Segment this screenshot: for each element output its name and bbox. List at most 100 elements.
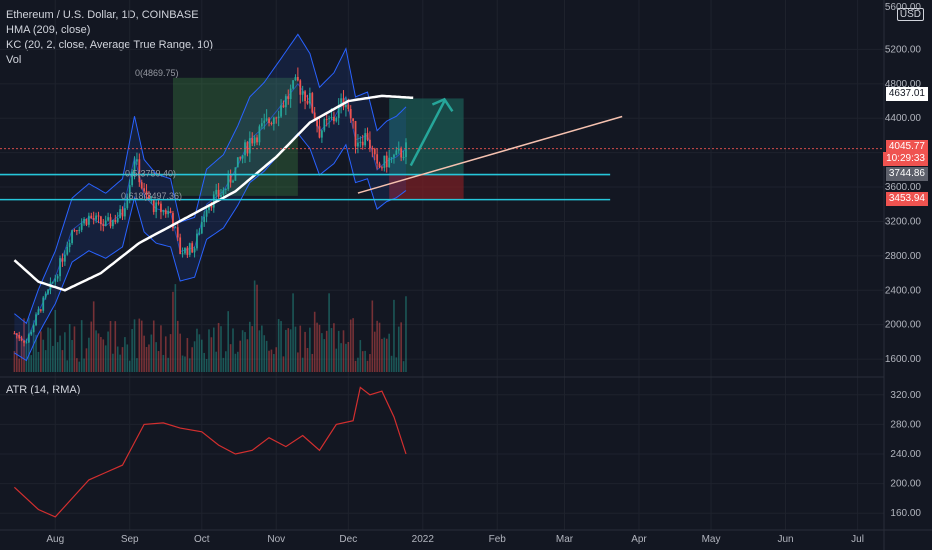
y-tick-label: 2000.00 [885, 320, 922, 331]
candle-body [71, 230, 73, 244]
candle-body [246, 142, 249, 154]
atr-y-tick-label: 240.00 [890, 449, 921, 460]
candle-body [400, 148, 403, 158]
candle-body [251, 138, 254, 144]
candle-body [164, 210, 167, 215]
x-tick-label: Feb [489, 534, 507, 545]
symbol-title: Ethereum / U.S. Dollar, 1D, COINBASE [6, 9, 199, 21]
candle-body [284, 96, 287, 108]
volume-bar [249, 321, 251, 372]
candle-body [25, 342, 28, 344]
candle-body [32, 325, 35, 333]
candle-body [121, 209, 124, 217]
candle-body [405, 142, 407, 157]
volume-bar [246, 339, 249, 372]
candle-body [176, 227, 179, 238]
candle-body [114, 220, 117, 223]
grid [0, 0, 884, 530]
candle-body [354, 121, 357, 147]
volume-bar [164, 336, 167, 372]
candle-body [73, 230, 76, 232]
volume-bar [364, 350, 366, 372]
volume-bar [114, 321, 117, 372]
candle-body [155, 202, 158, 212]
volume-bar [61, 350, 64, 372]
x-tick-label: Aug [46, 534, 64, 545]
hma-legend[interactable]: HMA (209, close) [6, 24, 91, 36]
candle-body [224, 188, 227, 190]
candle-body [253, 137, 256, 144]
volume-bar [330, 328, 333, 372]
candle-body [61, 258, 64, 262]
candle-body [239, 157, 242, 159]
volume-bar [100, 337, 102, 372]
candle-body [148, 195, 150, 200]
volume-bar [200, 339, 203, 372]
trend-line [357, 115, 623, 194]
volume-bar [400, 322, 402, 372]
candle-body [172, 213, 174, 229]
vol-legend[interactable]: Vol [6, 54, 22, 66]
atr-legend[interactable]: ATR (14, RMA) [6, 384, 81, 396]
volume-bar [316, 322, 318, 372]
volume-bar [64, 332, 66, 372]
volume-bar [136, 358, 138, 372]
volume-bar [337, 330, 340, 372]
candle-body [369, 139, 371, 149]
volume-bar [383, 337, 386, 372]
volume-bar [172, 291, 174, 372]
volume-bar [28, 317, 30, 372]
candle-body [330, 117, 333, 119]
candle-body [124, 208, 126, 217]
candle-body [66, 246, 69, 255]
candle-body [75, 230, 78, 232]
atr-series [13, 386, 407, 518]
currency-button[interactable]: USD [896, 8, 924, 21]
volume-bar [155, 342, 157, 372]
volume-bar [85, 348, 88, 372]
volume-bar [251, 326, 254, 372]
volume-bar [186, 338, 189, 372]
y-tick-label: 5200.00 [885, 44, 922, 55]
volume-bar [352, 318, 354, 372]
candle-body [248, 138, 251, 154]
candle-body [90, 215, 93, 218]
kc-legend[interactable]: KC (20, 2, close, Average True Range, 10… [6, 39, 214, 51]
hma-line [13, 94, 414, 292]
candle-body [306, 100, 309, 104]
candle-body [157, 202, 160, 204]
volume-bar [306, 348, 309, 372]
y-tick-label: 1600.00 [885, 354, 922, 365]
candle-body [102, 224, 105, 227]
candle-body [179, 237, 182, 254]
candle-body [333, 117, 335, 122]
volume-bar [140, 320, 143, 372]
candle-body [275, 117, 278, 119]
x-tick-label: Jun [777, 534, 793, 545]
volume-bar [35, 334, 37, 372]
candle-body [140, 182, 143, 189]
volume-bar [232, 328, 234, 372]
candle-body [345, 104, 347, 108]
candle-body [160, 203, 162, 213]
candle-body [13, 333, 16, 335]
candle-body [320, 130, 323, 138]
volume-bar [265, 340, 268, 372]
volume-bar [287, 328, 290, 372]
candle-body [112, 220, 114, 227]
candle-body [162, 210, 165, 213]
volume-bar [40, 331, 42, 372]
candle-body [325, 119, 328, 121]
volume-bar [385, 338, 388, 372]
volume-bar [88, 337, 90, 372]
candle-body [136, 159, 138, 162]
candle-body [54, 278, 57, 282]
candle-body [385, 155, 388, 168]
candle-body [212, 194, 215, 208]
volume-bar [73, 326, 76, 372]
volume-bar [366, 360, 369, 372]
volume-bar [268, 350, 270, 372]
candle-body [311, 93, 314, 113]
volume-bar [282, 356, 285, 372]
